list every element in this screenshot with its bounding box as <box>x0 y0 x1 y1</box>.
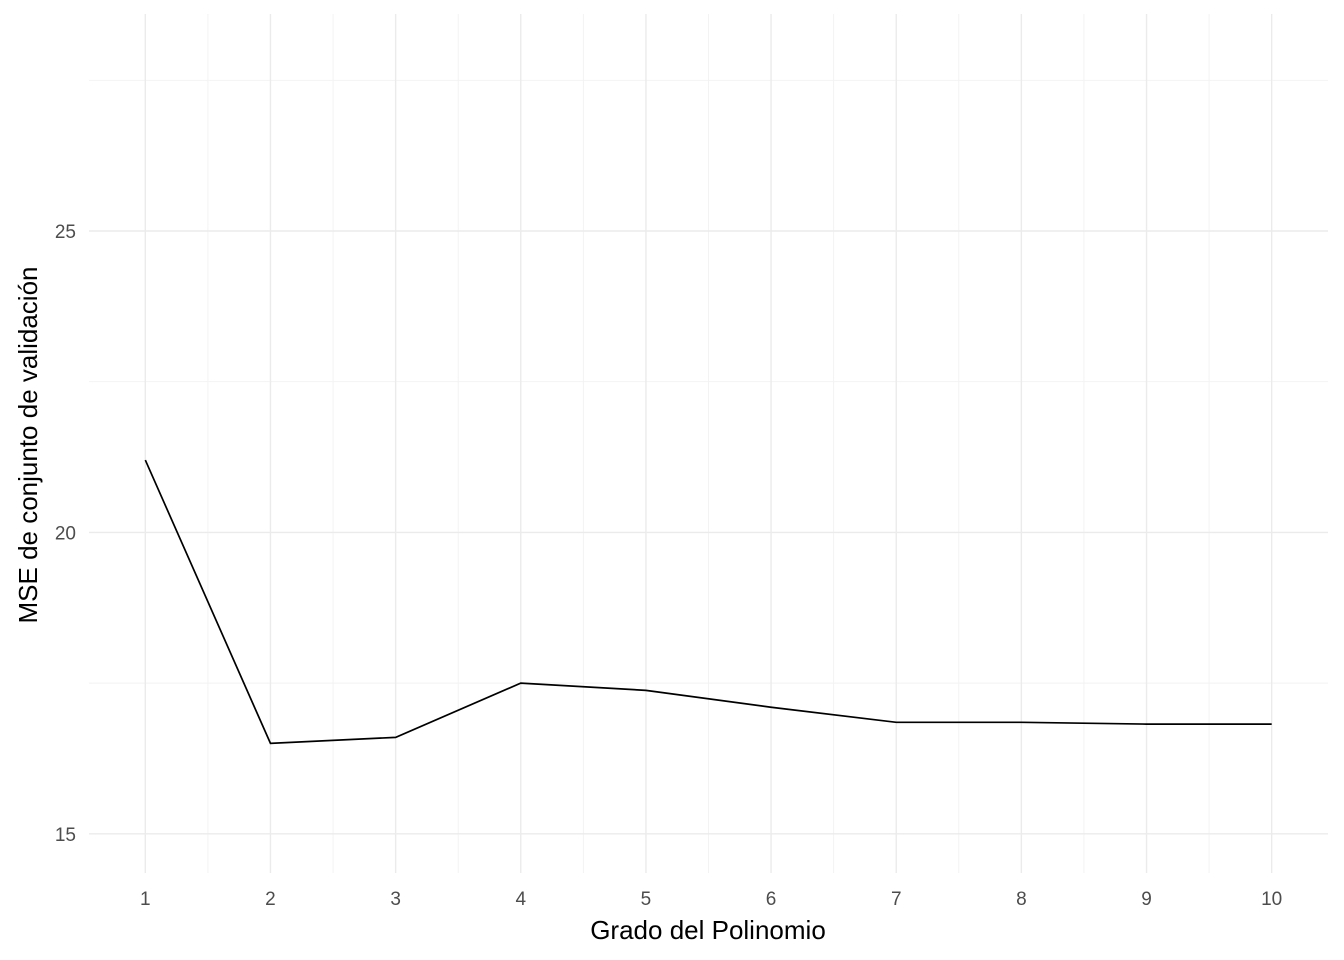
x-axis-title: Grado del Polinomio <box>590 915 826 945</box>
x-tick-label: 1 <box>140 889 151 910</box>
x-tick-label: 8 <box>1016 889 1027 910</box>
x-tick-label: 7 <box>891 889 902 910</box>
x-tick-label: 6 <box>766 889 777 910</box>
series-line <box>144 459 1272 745</box>
x-tick-label: 2 <box>265 889 276 910</box>
x-tick-labels: 1 2 3 4 5 6 7 8 9 10 <box>140 889 1282 910</box>
x-tick-label: 3 <box>390 889 401 910</box>
y-tick-labels: 15 20 25 <box>55 222 76 846</box>
x-tick-label: 5 <box>641 889 652 910</box>
y-tick-label: 20 <box>55 523 76 544</box>
x-tick-label: 4 <box>515 889 526 910</box>
grid-layer <box>89 14 1328 873</box>
series-layer <box>144 459 1272 745</box>
x-tick-label: 10 <box>1261 889 1282 910</box>
y-axis-title: MSE de conjunto de validación <box>13 266 43 623</box>
y-tick-label: 15 <box>55 825 76 846</box>
y-tick-label: 25 <box>55 222 76 243</box>
x-tick-label: 9 <box>1141 889 1152 910</box>
